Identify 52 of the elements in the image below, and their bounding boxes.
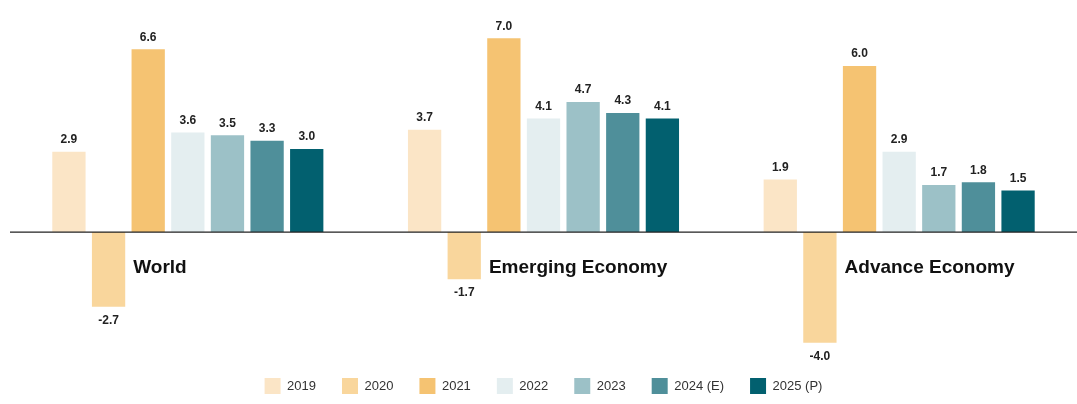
bar bbox=[606, 113, 640, 233]
bar bbox=[210, 135, 245, 233]
bar bbox=[91, 232, 126, 307]
bar bbox=[803, 232, 837, 343]
bar bbox=[645, 118, 680, 233]
bar bbox=[171, 132, 205, 233]
data-label: -4.0 bbox=[809, 349, 831, 364]
data-label: 4.7 bbox=[574, 82, 592, 97]
bar bbox=[842, 65, 877, 233]
data-label: 1.9 bbox=[771, 159, 789, 174]
bar bbox=[922, 185, 956, 233]
data-label: 1.8 bbox=[970, 162, 988, 177]
legend-label: 2021 bbox=[441, 377, 471, 393]
bar bbox=[487, 38, 521, 233]
data-label: 4.1 bbox=[654, 98, 672, 113]
legend-label: 2020 bbox=[364, 377, 394, 393]
x-tick-label: Advance Economy bbox=[844, 256, 1015, 278]
legend-label: 2022 bbox=[519, 377, 549, 393]
legend-label: 2025 (P) bbox=[772, 377, 823, 393]
data-label: 2.9 bbox=[890, 132, 908, 147]
x-tick-label: World bbox=[133, 256, 187, 278]
bar bbox=[566, 101, 600, 233]
x-tick-label: Emerging Economy bbox=[488, 256, 668, 278]
bar bbox=[52, 151, 86, 233]
data-label: 3.6 bbox=[179, 112, 197, 127]
bar bbox=[882, 151, 916, 233]
data-label: 4.3 bbox=[614, 93, 632, 108]
bar bbox=[1001, 190, 1035, 233]
data-label: -2.7 bbox=[98, 313, 120, 328]
bar bbox=[526, 118, 561, 233]
bar bbox=[961, 182, 996, 233]
data-label: 3.5 bbox=[219, 115, 237, 130]
legend-label: 2024 (E) bbox=[674, 377, 725, 393]
data-label: 6.6 bbox=[139, 29, 157, 44]
data-label: 1.5 bbox=[1009, 170, 1027, 185]
bar bbox=[290, 149, 324, 233]
bar bbox=[447, 232, 481, 280]
bar bbox=[250, 140, 284, 233]
bar bbox=[131, 49, 165, 233]
data-label: 7.0 bbox=[495, 18, 513, 33]
data-label: 3.3 bbox=[258, 121, 276, 136]
bar bbox=[763, 179, 797, 233]
legend-label: 2019 bbox=[287, 377, 317, 393]
bar bbox=[407, 129, 442, 233]
data-label: 3.7 bbox=[416, 109, 434, 124]
data-label: 6.0 bbox=[851, 46, 869, 61]
legend-label: 2023 bbox=[596, 377, 626, 393]
data-label: -1.7 bbox=[453, 285, 475, 300]
data-label: 1.7 bbox=[930, 165, 948, 180]
data-label: 3.0 bbox=[298, 129, 316, 144]
data-label: 4.1 bbox=[535, 98, 553, 113]
data-label: 2.9 bbox=[60, 132, 78, 147]
